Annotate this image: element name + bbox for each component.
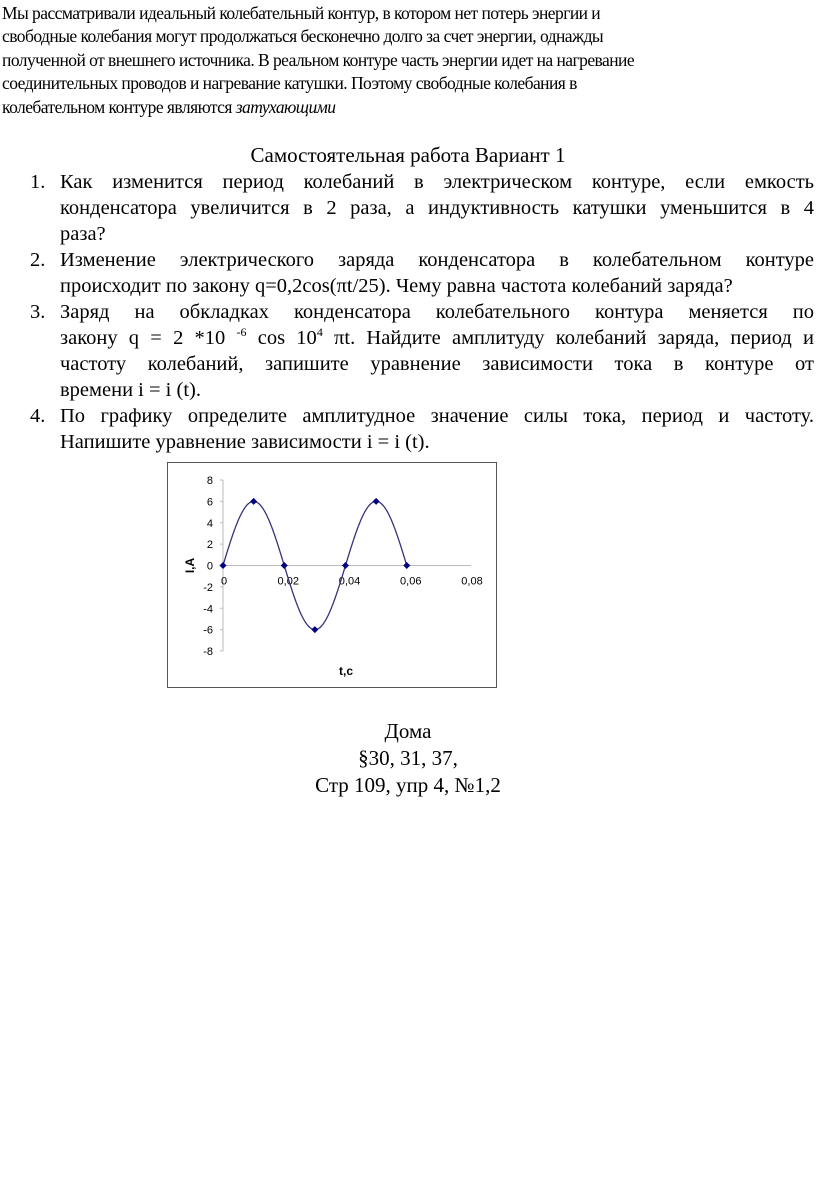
homework-title: Дома: [384, 719, 432, 743]
formula-exponent: 4: [316, 325, 323, 340]
task-line: частоту колебаний, запишите уравнение за…: [60, 353, 814, 375]
intro-line: Мы рассматривали идеальный колебательный…: [2, 3, 601, 23]
intro-paragraph: Мы рассматривали идеальный колебательный…: [2, 2, 635, 119]
formula-text: закону q = 2 *10: [60, 327, 237, 349]
task-line: Напишите уравнение зависимости i = i (t)…: [60, 431, 430, 453]
y-tick-label: 8: [207, 475, 213, 487]
y-tick-label: -6: [203, 625, 213, 637]
task-line: конденсатора увеличится в 2 раза, а инду…: [60, 197, 814, 219]
x-tick-label: 0,02: [278, 576, 299, 588]
homework: Дома §30, 31, 37, Стр 109, упр 4, №1,2: [0, 718, 816, 799]
data-point: [280, 562, 288, 569]
current-chart: 8 6 4 2 0 -2 -4 -6 -8 0 0,02 0,04 0,06 0,08 t,c I,A: [167, 462, 497, 688]
intro-line: колебательном контуре являются затухающи…: [2, 96, 634, 119]
homework-paragraphs: §30, 31, 37,: [358, 746, 458, 770]
intro-line: свободные колебания могут продолжаться б…: [2, 26, 604, 47]
y-tick-label: 6: [207, 496, 213, 508]
x-tick-label: 0,04: [339, 576, 360, 588]
intro-line: полученной от внешнего источника. В реал…: [2, 49, 635, 70]
intro-emphasis: затухающими: [235, 96, 336, 117]
task-number: 4.: [30, 405, 46, 427]
y-tick-label: -2: [203, 582, 213, 594]
formula-text: cos 10: [246, 327, 317, 349]
task-formula-line: закону q = 2 *10 -6 cos 104 πt. Найдите …: [60, 325, 814, 351]
x-tick-label: 0: [221, 576, 227, 588]
task-line: Изменение электрического заряда конденса…: [60, 249, 814, 271]
section-title: Самостоятельная работа Вариант 1: [250, 143, 566, 167]
task-number: 3.: [30, 301, 46, 323]
intro-line: соединительных проводов и нагревание кат…: [2, 73, 577, 94]
data-point: [250, 497, 258, 505]
x-axis-label: t,c: [339, 664, 353, 678]
y-tick-label: 4: [207, 518, 213, 530]
formula-exponent: -6: [236, 325, 247, 340]
y-tick-label: -8: [203, 646, 213, 658]
x-tick-label: 0,08: [461, 576, 482, 588]
task-number: 2.: [30, 249, 46, 271]
task-line: По графику определите амплитудное значен…: [60, 405, 814, 427]
formula-text: πt. Найдите амплитуду колебаний заряда, …: [322, 327, 815, 349]
task-line: происходит по закону q=0,2cos(πt/25). Че…: [60, 275, 733, 297]
y-tick-label: 0: [207, 561, 213, 573]
data-point: [372, 497, 380, 505]
y-axis-label: I,A: [183, 558, 197, 574]
task-line: раза?: [60, 223, 106, 245]
task-number: 1.: [30, 171, 46, 193]
data-point: [311, 626, 319, 634]
task-line: Как изменится период колебаний в электри…: [60, 171, 814, 193]
data-point: [342, 562, 349, 569]
task-item: 3. Заряд на обкладках конденсатора колеб…: [30, 299, 814, 403]
x-tick-label: 0,06: [400, 576, 421, 588]
y-tick-label: 2: [207, 539, 213, 551]
task-item: 1. Как изменится период колебаний в элек…: [30, 169, 814, 247]
task-line: времени i = i (t).: [60, 379, 201, 401]
task-line: Заряд на обкладках конденсатора колебате…: [60, 301, 814, 323]
homework-page: Стр 109, упр 4, №1,2: [315, 773, 501, 797]
task-list: 1. Как изменится период колебаний в элек…: [30, 169, 814, 455]
y-tick-label: -4: [203, 603, 213, 615]
task-item: 2. Изменение электрического заряда конде…: [30, 247, 814, 299]
intro-text: колебательном контуре являются: [2, 96, 236, 117]
task-item: 4. По графику определите амплитудное зна…: [30, 403, 814, 455]
chart-svg: 8 6 4 2 0 -2 -4 -6 -8 0 0,02 0,04 0,06 0,08 t,c I,A: [183, 475, 483, 678]
data-point: [219, 562, 227, 569]
data-point: [403, 562, 411, 569]
